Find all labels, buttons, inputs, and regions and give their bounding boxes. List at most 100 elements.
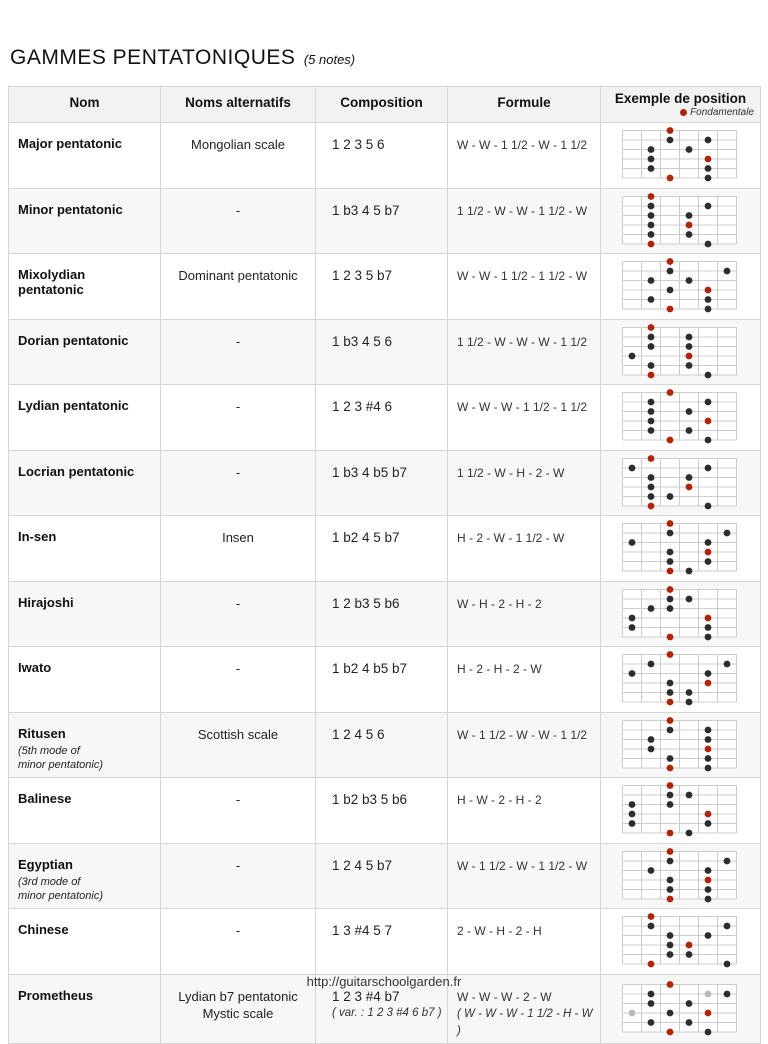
note-dot [647,417,655,425]
composition-value: 1 2 3 #4 b7 [332,988,400,1004]
note-dot [666,267,674,275]
note-dot [647,333,655,340]
note-dot [704,764,712,771]
table-body: Major pentatonic Mongolian scale 1 2 3 5… [8,122,761,1044]
column-header-position-label: Exemple de position [614,91,747,106]
note-dot [666,876,674,883]
column-header-position-example: Exemple de position Fondamentale [600,86,761,123]
scale-name: Hirajoshi [18,594,74,610]
note-dot [666,548,674,556]
fretboard-diagram [622,127,737,182]
note-dot [685,230,693,238]
note-dot [647,408,655,415]
formula-value: 1 1/2 - W - W - 1 1/2 - W [457,203,588,218]
fretboard-diagram [622,192,737,247]
root-note-dot [647,960,655,968]
table-row: In-sen Insen 1 b2 4 5 b7 H - 2 - W - 1 1… [8,515,761,582]
note-dot [666,726,674,733]
scale-subtitle: (3rd mode of minor pentatonic) [18,875,103,902]
variant-note-dot [704,990,712,998]
composition-value: 1 b2 4 5 b7 [332,530,400,545]
root-note-dot [647,192,655,200]
fretboard-diagram [622,847,737,902]
composition-value: 1 2 3 5 6 [332,137,385,152]
note-dot [685,698,693,706]
column-header-composition: Composition [315,86,448,123]
note-dot [666,801,674,808]
fretboard-diagram [622,716,737,771]
note-dot [685,427,693,434]
formula-value: H - 2 - W - 1 1/2 - W [457,531,565,545]
alternative-name: Lydian b7 pentatonic [178,988,298,1004]
note-dot [666,857,674,864]
composition-value: 1 b2 b3 5 b6 [332,792,408,807]
scale-name: In-sen [18,529,57,544]
root-note-dot [704,1009,712,1017]
note-dot [685,361,693,369]
root-note-dot [666,127,674,134]
column-header-alt-names: Noms alternatifs [160,86,316,123]
note-dot [704,1028,712,1036]
root-note-dot [704,155,712,163]
root-note-dot [704,286,712,294]
table-row: Balinese - 1 b2 b3 5 b6 H - W - 2 - H - … [8,777,761,844]
scale-name: Major pentatonic [18,136,123,151]
formula-value: W - W - W - 2 - W [457,989,552,1004]
note-dot [647,221,655,228]
note-dot [647,660,655,668]
alternative-name: - [235,333,241,349]
root-note-dot [704,417,712,425]
note-dot [628,352,636,359]
root-note-dot [666,651,674,658]
note-dot [647,398,655,406]
root-note-legend: Fondamentale [605,107,756,118]
composition-value: 1 b2 4 b5 b7 [332,661,408,676]
root-note-dot [666,305,674,313]
note-dot [647,866,655,874]
formula-value: H - 2 - H - 2 - W [457,662,542,676]
note-dot [704,436,712,444]
root-note-dot [704,810,712,818]
note-dot [704,820,712,827]
scale-name: Ritusen [18,725,66,741]
alternative-name: Scottish scale [197,726,279,742]
note-dot [685,342,693,350]
alternative-name: - [235,595,241,611]
note-dot [685,951,693,958]
note-dot [666,932,674,939]
note-dot [704,464,712,471]
alternative-name: - [235,202,241,218]
note-dot [704,895,712,902]
note-dot [704,932,712,939]
note-dot [666,492,674,500]
root-note-dot [704,876,712,883]
table-row: Locrian pentatonic - 1 b3 4 b5 b7 1 1/2 … [8,449,761,516]
note-dot [647,155,655,163]
note-dot [704,240,712,247]
fretboard-diagram [622,585,737,640]
note-dot [647,146,655,153]
root-note-dot-icon [680,108,688,116]
root-note-dot [666,633,674,640]
page-title: GAMMES PENTATONIQUES [10,46,296,69]
composition-value: 1 2 4 5 b7 [332,857,393,873]
formula-value: W - W - W - 1 1/2 - 1 1/2 [457,400,588,414]
note-dot [647,296,655,303]
root-note-dot [666,782,674,789]
note-dot [704,371,712,378]
column-header-name: Nom [8,86,161,123]
root-note-dot [704,614,712,621]
fretboard-diagram [622,651,737,706]
note-dot [685,999,693,1007]
note-dot [628,670,636,677]
note-dot [704,623,712,631]
scale-name: Chinese [18,922,69,937]
note-dot [704,296,712,303]
root-note-dot [666,895,674,902]
formula-value: W - 1 1/2 - W - 1 1/2 - W [457,858,588,873]
note-dot [704,558,712,565]
alternative-name: - [235,464,241,480]
note-dot [647,999,655,1007]
note-dot [685,408,693,415]
composition-value: 1 2 4 5 6 [332,726,385,742]
